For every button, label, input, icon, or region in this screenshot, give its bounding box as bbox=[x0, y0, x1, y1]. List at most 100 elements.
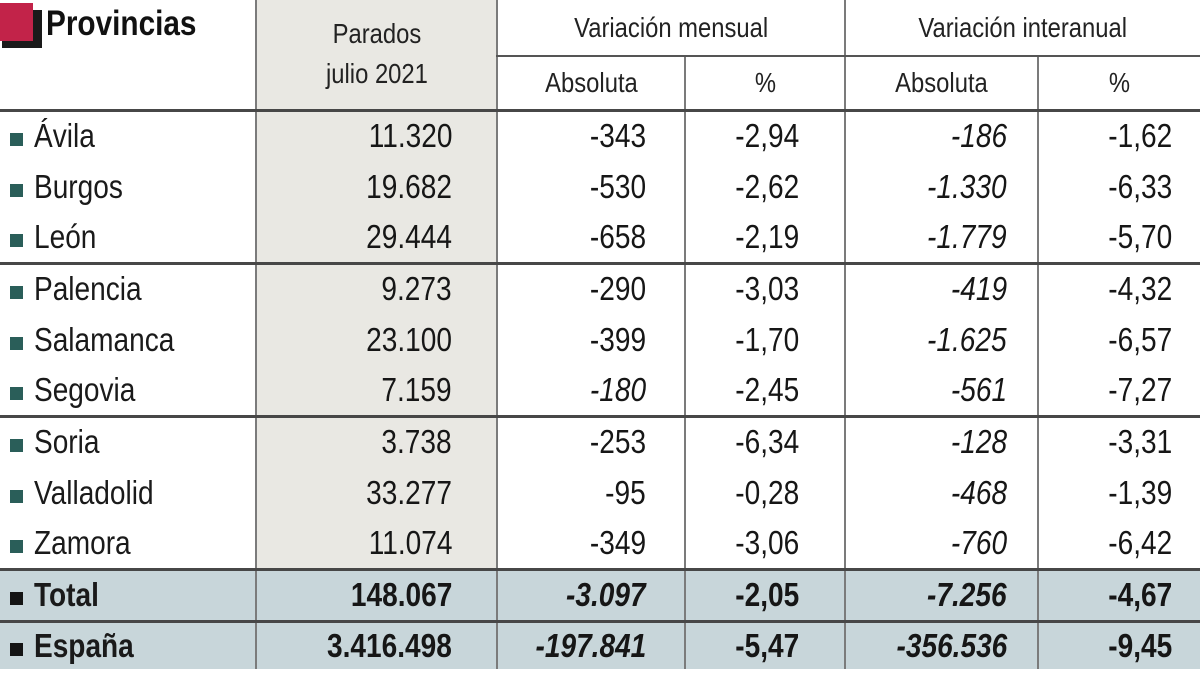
interanual-pct-cell: -6,42 bbox=[1037, 518, 1200, 571]
interanual-abs-cell: -760 bbox=[844, 518, 1039, 571]
table-row-zamora: Zamora 11.074 -349 -3,06 -760 -6,42 bbox=[0, 518, 1200, 571]
interanual-abs-cell: -7.256 bbox=[844, 569, 1039, 623]
mensual-pct-cell: -1,70 bbox=[683, 314, 846, 365]
parados-cell: 7.159 bbox=[255, 365, 497, 418]
mensual-abs-cell: -197.841 bbox=[496, 621, 685, 669]
mensual-pct-cell: -2,45 bbox=[683, 365, 846, 418]
mensual-pct-cell: -6,34 bbox=[683, 416, 846, 467]
interanual-pct-cell: -6,33 bbox=[1037, 161, 1200, 212]
interanual-abs-cell: -468 bbox=[844, 467, 1039, 518]
parados-cell: 11.320 bbox=[255, 110, 497, 161]
interanual-pct-cell: -4,32 bbox=[1037, 263, 1200, 314]
mensual-abs-cell: -290 bbox=[496, 263, 685, 314]
absoluta-subheader-mensual: Absoluta bbox=[496, 56, 685, 112]
mensual-pct-cell: -2,19 bbox=[683, 212, 846, 265]
interanual-pct-cell: -1,39 bbox=[1037, 467, 1200, 518]
interanual-pct-cell: -7,27 bbox=[1037, 365, 1200, 418]
mensual-abs-cell: -658 bbox=[496, 212, 685, 265]
parados-cell: 33.277 bbox=[255, 467, 497, 518]
absoluta-subheader-interanual: Absoluta bbox=[844, 56, 1039, 112]
mensual-abs-cell: -3.097 bbox=[496, 569, 685, 623]
province-name-cell: Zamora bbox=[0, 518, 256, 571]
mensual-pct-cell: -2,94 bbox=[683, 110, 846, 161]
provinces-header: Provincias bbox=[0, 0, 256, 112]
provinces-header-label: Provincias bbox=[46, 4, 197, 43]
mensual-group-header: Variación mensual bbox=[495, 0, 846, 57]
province-name-cell: Soria bbox=[0, 416, 256, 467]
province-bullet-icon bbox=[10, 233, 23, 247]
interanual-pct-cell: -5,70 bbox=[1037, 212, 1200, 265]
pct-subheader-mensual: % bbox=[683, 56, 846, 112]
interanual-pct-cell: -6,57 bbox=[1037, 314, 1200, 365]
mensual-pct-cell: -5,47 bbox=[683, 621, 846, 669]
province-bullet-icon bbox=[10, 336, 23, 350]
table-row-espana: España 3.416.498 -197.841 -5,47 -356.536… bbox=[0, 621, 1200, 669]
table-row-soria: Soria 3.738 -253 -6,34 -128 -3,31 bbox=[0, 416, 1200, 467]
parados-cell: 11.074 bbox=[255, 518, 497, 571]
pct-subheader-interanual: % bbox=[1037, 56, 1200, 112]
espana-name-cell: España bbox=[0, 621, 256, 669]
parados-header: Parados julio 2021 bbox=[255, 0, 497, 112]
interanual-pct-cell: -3,31 bbox=[1037, 416, 1200, 467]
province-name-cell: León bbox=[0, 212, 256, 265]
mensual-abs-cell: -343 bbox=[496, 110, 685, 161]
province-bullet-icon bbox=[10, 133, 23, 147]
mensual-pct-cell: -2,05 bbox=[683, 569, 846, 623]
province-name-cell: Valladolid bbox=[0, 467, 256, 518]
header-row-subcolumns: Absoluta % Absoluta % bbox=[0, 56, 1200, 112]
parados-cell: 148.067 bbox=[255, 569, 497, 623]
interanual-abs-cell: -1.330 bbox=[844, 161, 1039, 212]
mensual-group-label: Variación mensual bbox=[573, 11, 769, 43]
interanual-abs-cell: -186 bbox=[844, 110, 1039, 161]
province-bullet-icon bbox=[10, 489, 23, 503]
province-bullet-icon bbox=[10, 286, 23, 300]
province-bullet-icon bbox=[10, 439, 23, 453]
interanual-pct-cell: -9,45 bbox=[1037, 621, 1200, 669]
province-name-cell: Palencia bbox=[0, 263, 256, 314]
interanual-abs-cell: -1.779 bbox=[844, 212, 1039, 265]
mensual-abs-cell: -530 bbox=[496, 161, 685, 212]
parados-header-line2: julio 2021 bbox=[325, 58, 428, 90]
interanual-group-header: Variación interanual bbox=[844, 0, 1200, 57]
mensual-pct-cell: -0,28 bbox=[683, 467, 846, 518]
mensual-abs-cell: -399 bbox=[496, 314, 685, 365]
parados-header-line1: Parados bbox=[332, 17, 421, 49]
total-name-cell: Total bbox=[0, 569, 256, 623]
mensual-pct-cell: -3,03 bbox=[683, 263, 846, 314]
table-row-segovia: Segovia 7.159 -180 -2,45 -561 -7,27 bbox=[0, 365, 1200, 418]
table-row-leon: León 29.444 -658 -2,19 -1.779 -5,70 bbox=[0, 212, 1200, 265]
interanual-abs-cell: -1.625 bbox=[844, 314, 1039, 365]
table-row-palencia: Palencia 9.273 -290 -3,03 -419 -4,32 bbox=[0, 263, 1200, 314]
table-row-total: Total 148.067 -3.097 -2,05 -7.256 -4,67 bbox=[0, 569, 1200, 623]
mensual-abs-cell: -253 bbox=[496, 416, 685, 467]
interanual-abs-cell: -356.536 bbox=[844, 621, 1039, 669]
parados-cell: 9.273 bbox=[255, 263, 497, 314]
table-row-valladolid: Valladolid 33.277 -95 -0,28 -468 -1,39 bbox=[0, 467, 1200, 518]
espana-bullet-icon bbox=[10, 642, 23, 656]
mensual-abs-cell: -349 bbox=[496, 518, 685, 571]
table-row-burgos: Burgos 19.682 -530 -2,62 -1.330 -6,33 bbox=[0, 161, 1200, 212]
mensual-pct-cell: -2,62 bbox=[683, 161, 846, 212]
mensual-pct-cell: -3,06 bbox=[683, 518, 846, 571]
mensual-abs-cell: -95 bbox=[496, 467, 685, 518]
interanual-abs-cell: -561 bbox=[844, 365, 1039, 418]
province-bullet-icon bbox=[10, 539, 23, 553]
interanual-pct-cell: -4,67 bbox=[1037, 569, 1200, 623]
parados-cell: 23.100 bbox=[255, 314, 497, 365]
parados-cell: 29.444 bbox=[255, 212, 497, 265]
province-name-cell: Burgos bbox=[0, 161, 256, 212]
interanual-abs-cell: -419 bbox=[844, 263, 1039, 314]
table-row-avila: Ávila 11.320 -343 -2,94 -186 -1,62 bbox=[0, 110, 1200, 161]
parados-cell: 19.682 bbox=[255, 161, 497, 212]
province-bullet-icon bbox=[10, 183, 23, 197]
province-bullet-icon bbox=[10, 386, 23, 400]
total-bullet-icon bbox=[10, 592, 23, 605]
province-name-cell: Salamanca bbox=[0, 314, 256, 365]
accent-square-icon bbox=[0, 3, 33, 41]
interanual-pct-cell: -1,62 bbox=[1037, 110, 1200, 161]
interanual-abs-cell: -128 bbox=[844, 416, 1039, 467]
header-row-groups: Provincias Parados julio 2021 Variación … bbox=[0, 0, 1200, 112]
province-name-cell: Segovia bbox=[0, 365, 256, 418]
parados-cell: 3.738 bbox=[255, 416, 497, 467]
